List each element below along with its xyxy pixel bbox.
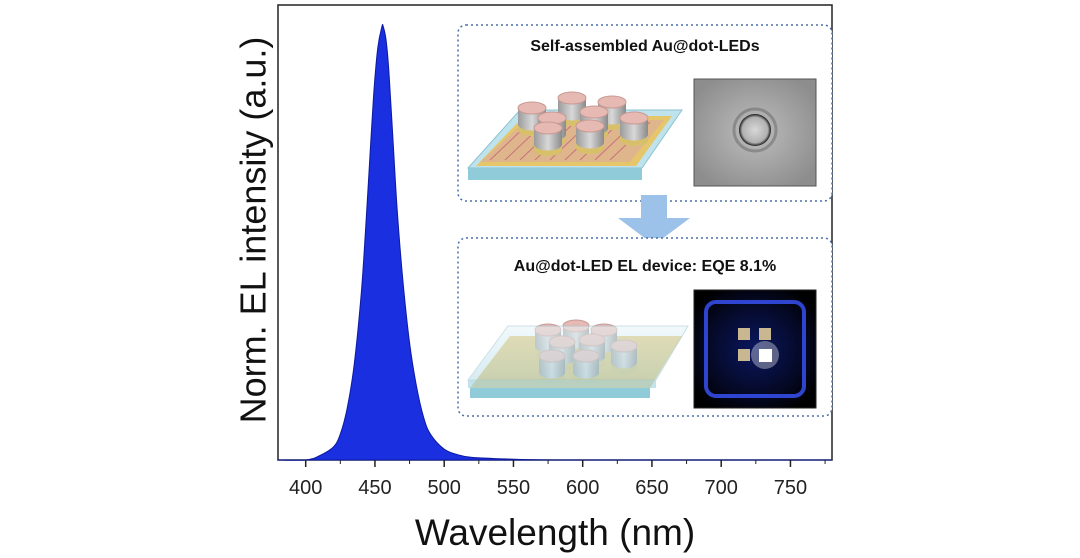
panel-title-bottom: Au@dot-LED EL device: EQE 8.1% xyxy=(514,258,776,275)
device-photo xyxy=(693,289,817,409)
panel-title-top: Self-assembled Au@dot-LEDs xyxy=(530,38,759,55)
x-tick-label: 600 xyxy=(566,477,599,499)
pillar xyxy=(619,111,649,146)
spectrum-area xyxy=(277,24,833,461)
x-axis-label: Wavelength (nm) xyxy=(414,512,696,553)
encapsulated-device-illustration xyxy=(467,319,689,398)
pillar xyxy=(533,121,563,156)
x-tick-label: 650 xyxy=(635,477,668,499)
x-tick-label: 500 xyxy=(428,477,461,499)
pillar xyxy=(575,119,605,154)
pillar-array-illustration xyxy=(466,91,683,180)
x-tick-label: 550 xyxy=(497,477,530,499)
tem-micrograph xyxy=(693,78,817,187)
y-axis-label: Norm. EL intensity (a.u.) xyxy=(232,36,274,424)
inset-panel-top: Self-assembled Au@dot-LEDs xyxy=(457,24,833,202)
x-tick-label: 400 xyxy=(289,477,322,499)
x-axis-ticks: 400 450 500 550 600 650 700 750 xyxy=(289,460,826,499)
x-tick-label: 450 xyxy=(358,477,391,499)
x-tick-label: 700 xyxy=(705,477,738,499)
x-tick-label: 750 xyxy=(774,477,807,499)
down-arrow-icon xyxy=(618,195,690,245)
inset-panel-bottom: Au@dot-LED EL device: EQE 8.1% xyxy=(457,237,833,417)
